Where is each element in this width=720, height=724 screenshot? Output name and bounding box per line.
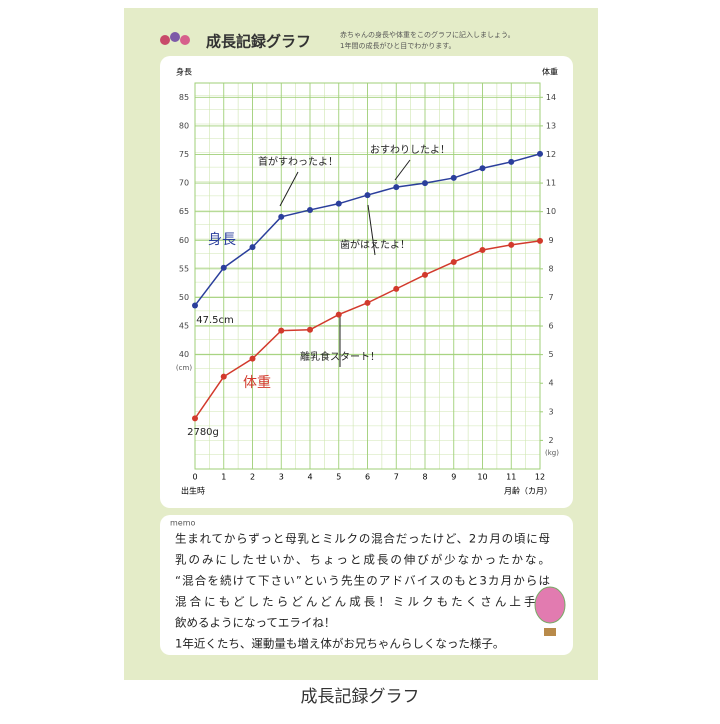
subtitle: 赤ちゃんの身長や体重をこのグラフに記入しましょう。 [340, 30, 515, 39]
y2-tick-label: 5 [548, 350, 553, 359]
subtitle: 1年間の成長がひと目でわかります。 [340, 41, 456, 50]
y-tick-label: 75 [179, 150, 189, 159]
data-point [249, 244, 256, 251]
annotation-arrow [279, 171, 299, 207]
x-tick-label: 10 [477, 473, 487, 482]
balloon-basket [544, 628, 556, 636]
deco [180, 35, 190, 45]
caption: 成長記録グラフ [301, 687, 420, 707]
y2-tick-label: 6 [548, 322, 553, 331]
data-point [278, 213, 285, 220]
y-tick-label: 60 [179, 236, 189, 245]
y2-axis-label: 体重 [542, 67, 558, 77]
data-point [450, 258, 457, 265]
y-tick-label: 50 [179, 293, 189, 302]
x-tick-label: 2 [250, 473, 255, 482]
data-point [307, 206, 313, 213]
data-point [249, 355, 256, 362]
x-tick-label: 9 [451, 473, 456, 482]
y2-tick-label: 13 [546, 121, 556, 130]
balloon [534, 586, 566, 624]
data-point [422, 180, 428, 187]
x-tick-label: 12 [535, 473, 545, 482]
data-point [192, 302, 198, 309]
memo-title: memo [170, 519, 196, 528]
deco [170, 32, 180, 42]
y-tick-label: 80 [179, 121, 189, 130]
y-axis-label: 身長 [176, 67, 192, 77]
series-label: 身長 [208, 232, 236, 248]
x-tick-label: 11 [506, 473, 516, 482]
data-point [335, 311, 342, 318]
data-point [364, 192, 371, 199]
data-point [364, 299, 371, 306]
y2-tick-label: 7 [548, 293, 553, 302]
y2-tick-label: 2 [548, 436, 553, 445]
y-tick-label: 65 [179, 207, 189, 216]
annotation: おすわりしたよ！ [370, 144, 450, 156]
x-tick-label: 4 [307, 473, 312, 482]
annotation-arrow [394, 159, 411, 181]
y2-tick-label: 8 [548, 264, 553, 273]
data-point [307, 326, 313, 333]
data-point [508, 241, 515, 248]
y-tick-label: 70 [179, 179, 189, 188]
series-label: 体重 [243, 375, 271, 391]
x-tick-label: 6 [365, 473, 370, 482]
y2-tick-label: 4 [548, 379, 553, 388]
y2-tick-label: 11 [546, 179, 556, 188]
y2-tick-label: 3 [548, 407, 553, 416]
memo-line: 乳のみにしたせいか、ちょっと成長の伸びが少なかったかな。 [175, 553, 550, 567]
annotation-arrow [367, 204, 376, 256]
data-point [537, 237, 543, 244]
y2-tick-label: 9 [548, 236, 553, 245]
y-tick-label: 55 [179, 264, 189, 273]
y2-tick-label: 12 [546, 150, 556, 159]
data-point [393, 184, 400, 191]
annotation: 離乳食スタート！ [300, 350, 380, 363]
memo-panel [160, 515, 573, 655]
x-tick-label: 3 [279, 473, 284, 482]
memo-line: 飲めるようになってエライね！ [175, 616, 335, 630]
x-tick-label: 5 [336, 473, 341, 482]
data-point [278, 327, 285, 334]
memo-line: 1年近くたち、運動量も増え体がお兄ちゃんらしくなった様子。 [175, 637, 504, 651]
x-axis-label: 月齢（カ月） [504, 486, 552, 496]
memo-line: “混合を続けて下さい”という先生のアドバイスのもと3カ月からは [175, 574, 550, 588]
x-tick-label: 7 [394, 473, 399, 482]
data-point [450, 174, 457, 181]
card-title: 成長記録グラフ [206, 33, 311, 51]
data-point [192, 415, 198, 422]
annotation: 首がすわったよ！ [258, 155, 338, 168]
memo-line: 生まれてからずっと母乳とミルクの混合だったけど、2カ月の頃に母 [175, 532, 550, 546]
annotation: 歯がはえたよ！ [340, 238, 410, 251]
y-tick-label: 85 [179, 93, 189, 102]
annotation: 47.5cm [196, 315, 234, 326]
data-point [479, 246, 486, 253]
annotation: 2780g [187, 427, 219, 438]
data-point [393, 285, 400, 292]
data-point [537, 150, 543, 157]
data-point [220, 373, 227, 380]
deco [160, 35, 170, 45]
x-tick-label: 0 [192, 473, 197, 482]
x-tick-label: 1 [221, 473, 226, 482]
data-point [220, 264, 227, 271]
y2-tick-label: 14 [546, 93, 556, 102]
plot-frame [194, 82, 541, 470]
data-point [508, 158, 515, 165]
x-start-label: 出生時 [181, 486, 205, 496]
data-point [422, 271, 428, 278]
y2-unit: (kg) [545, 449, 559, 457]
y-tick-label: 40 [179, 350, 189, 359]
y2-tick-label: 10 [546, 207, 556, 216]
data-point [479, 165, 486, 172]
y-tick-label: 45 [179, 322, 189, 331]
x-tick-label: 8 [422, 473, 427, 482]
data-point [335, 200, 342, 207]
y-unit: (cm) [176, 364, 192, 372]
